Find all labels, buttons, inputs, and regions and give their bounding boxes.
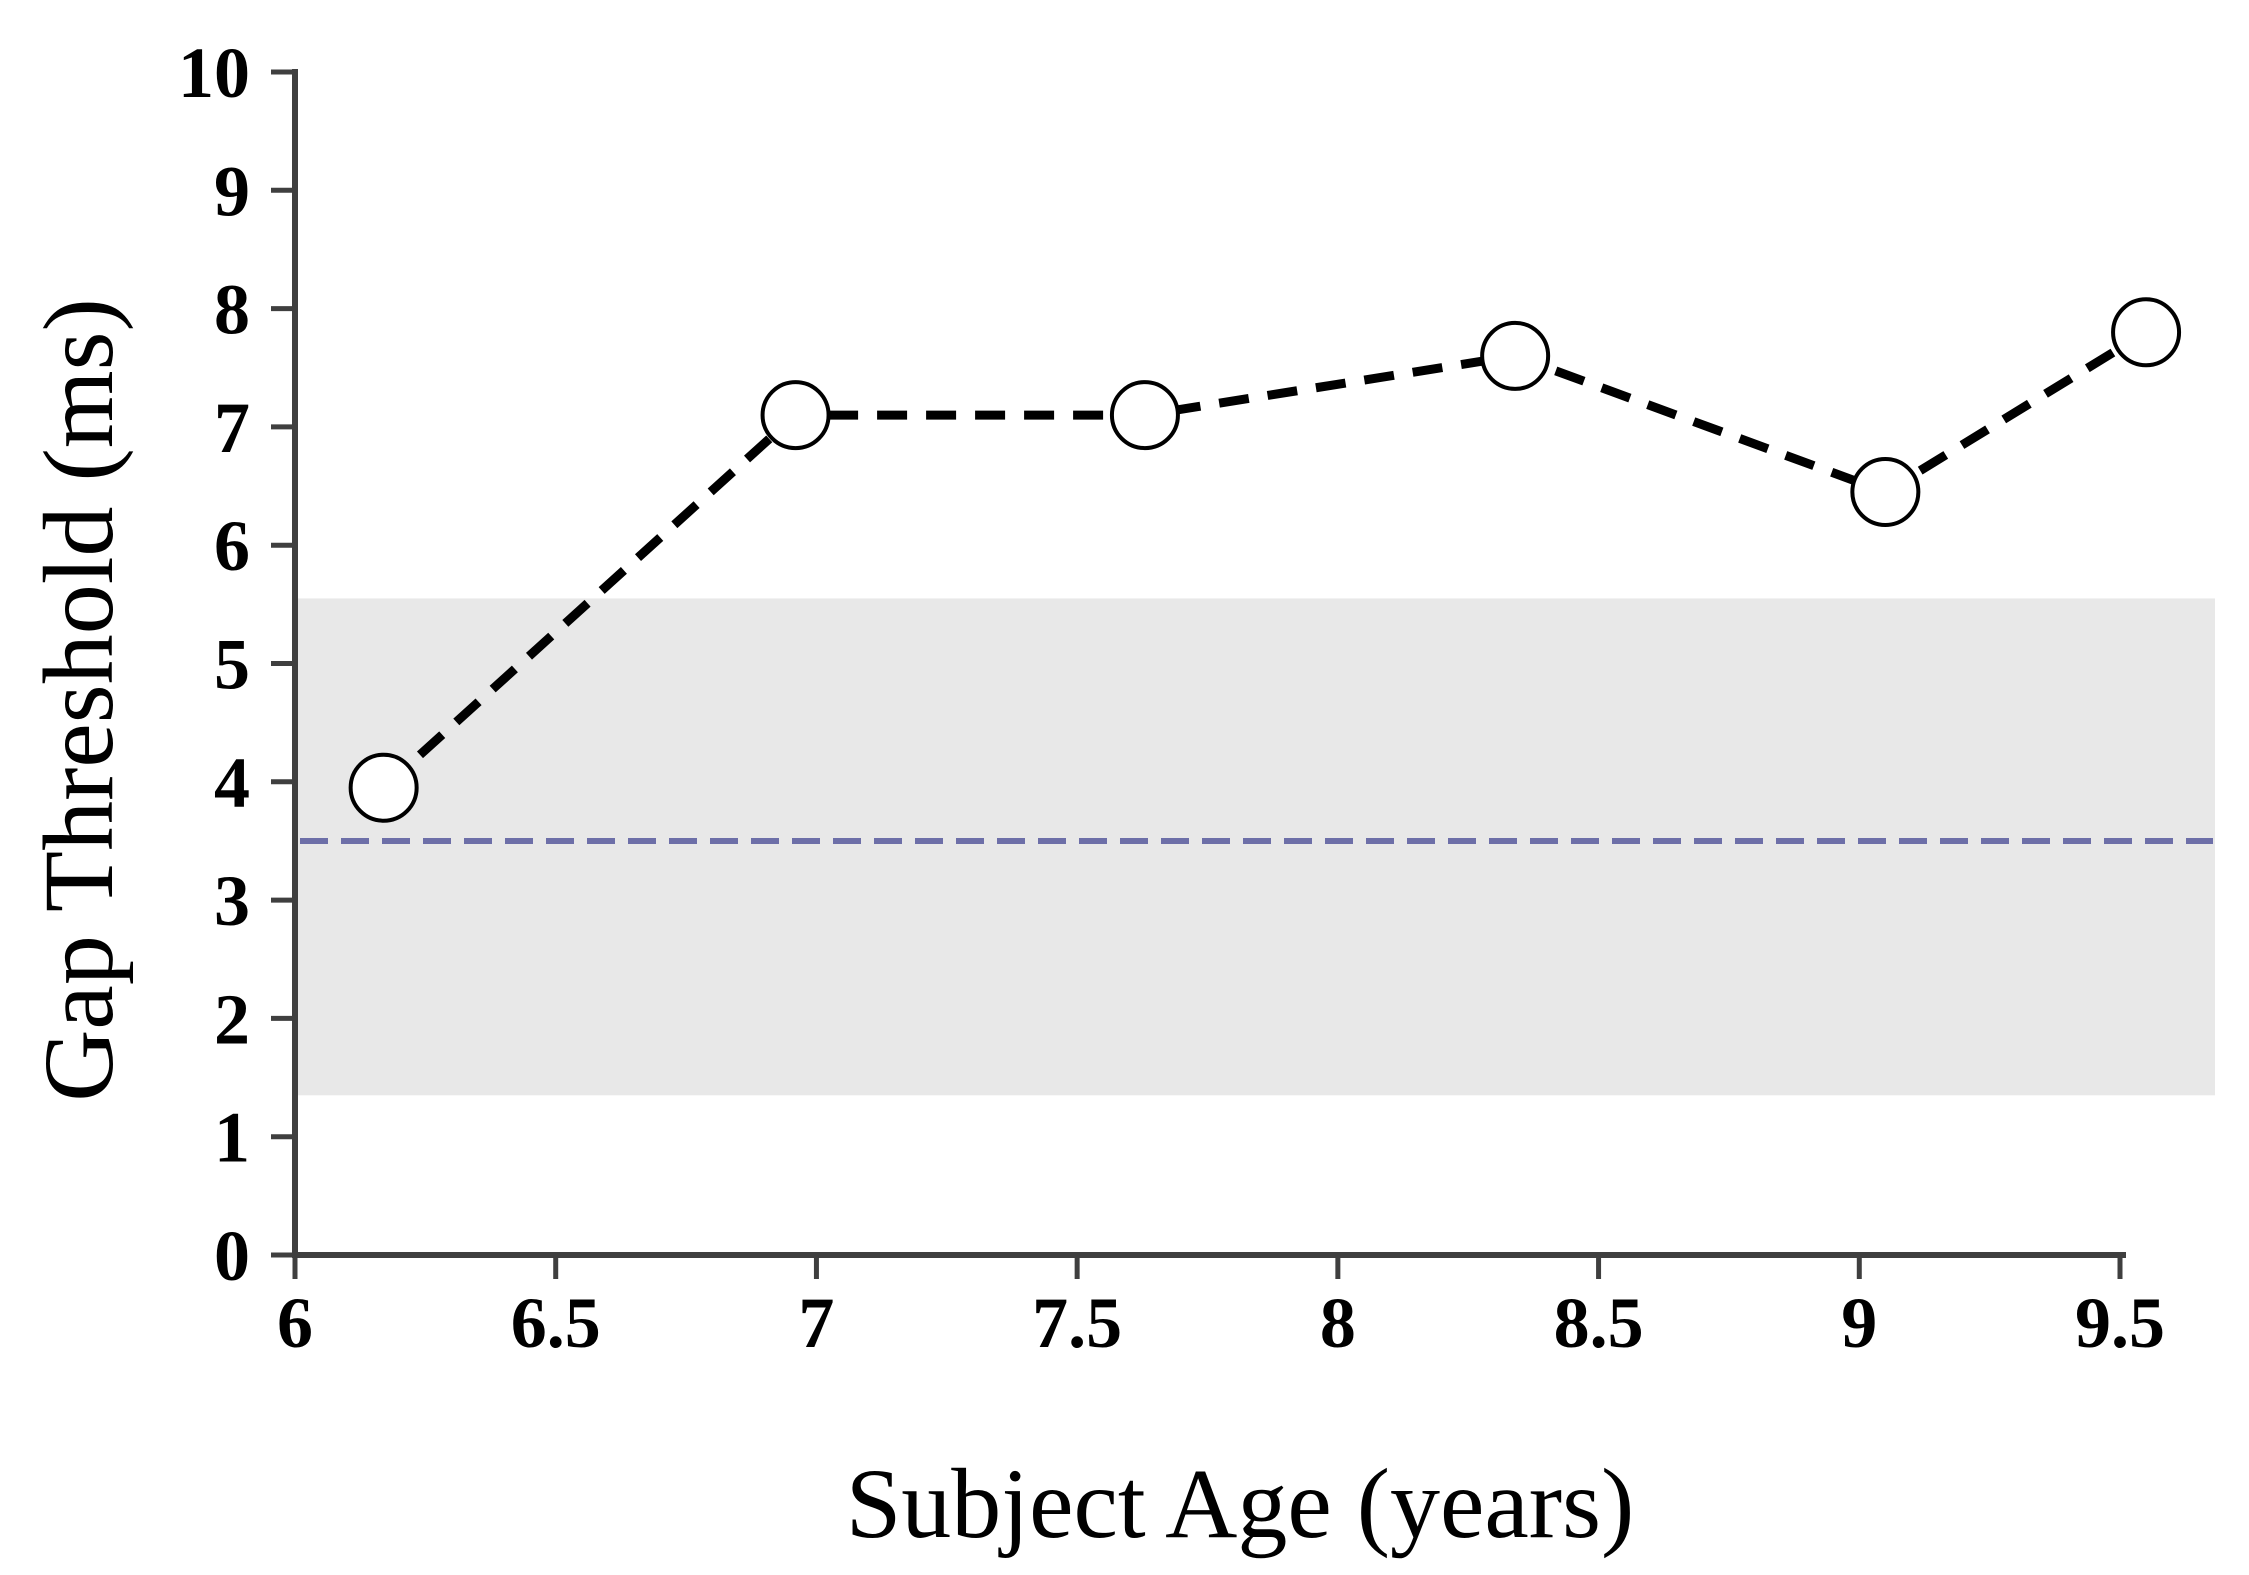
data-point-marker — [348, 752, 419, 823]
x-tick-label: 8 — [1320, 1283, 1356, 1363]
y-tick-label: 9 — [214, 151, 250, 231]
y-tick-label: 1 — [214, 1098, 250, 1178]
y-tick-label: 7 — [214, 388, 250, 468]
y-tick-label: 8 — [214, 270, 250, 350]
data-point-marker — [1480, 320, 1551, 391]
x-tick-label: 6.5 — [511, 1283, 601, 1363]
y-tick-label: 4 — [214, 743, 250, 823]
tick-labels-layer: 0 1 2 3 4 5 6 7 8 9 10 6 6.5 7 7.5 8 8.5 9 9.5 — [178, 33, 2165, 1363]
data-point-marker — [2111, 297, 2182, 368]
data-point-marker — [760, 380, 831, 451]
data-point-marker — [1850, 456, 1921, 527]
axes-layer — [271, 69, 2126, 1279]
x-tick-label: 8.5 — [1554, 1283, 1644, 1363]
y-tick-label: 5 — [214, 625, 250, 705]
x-tick-label: 7.5 — [1032, 1283, 1122, 1363]
data-point-marker — [1109, 380, 1180, 451]
x-axis-title: Subject Age (years) — [846, 1448, 1635, 1559]
y-tick-label: 10 — [178, 33, 250, 113]
x-tick-label: 6 — [277, 1283, 313, 1363]
reference-band-layer — [297, 598, 2215, 1096]
reference-band — [297, 598, 2215, 1096]
x-tick-label: 7 — [798, 1283, 834, 1363]
x-tick-label: 9 — [1841, 1283, 1877, 1363]
y-tick-label: 3 — [214, 861, 250, 941]
x-tick-label: 9.5 — [2075, 1283, 2165, 1363]
y-tick-label: 6 — [214, 506, 250, 586]
y-tick-label: 0 — [214, 1216, 250, 1296]
y-tick-label: 2 — [214, 979, 250, 1059]
series-line — [380, 328, 2149, 792]
y-axis-title: Gap Threshold (ms) — [23, 298, 134, 1102]
data-series-layer — [348, 297, 2182, 823]
